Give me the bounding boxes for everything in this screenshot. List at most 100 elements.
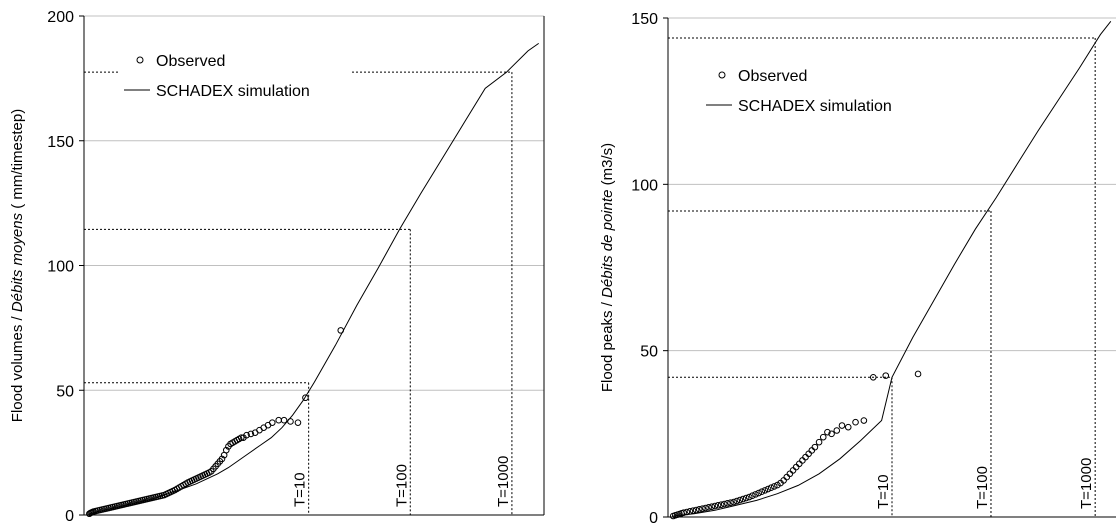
observed-point [805,450,812,458]
observed-point [243,431,250,439]
legend: Observed SCHADEX simulation [118,46,350,106]
observed-point [749,492,756,500]
y-tick-label: 0 [65,508,74,525]
y-axis-label-text: Flood volumes / [9,312,26,422]
return-period-label: T=10 [875,474,892,509]
observed-point [882,372,890,379]
y-tick-label: 0 [649,510,658,526]
observed-point [302,394,309,402]
y-tick-label: 50 [640,344,658,361]
y-tick-label: 50 [56,383,74,400]
observed-point [683,508,691,516]
observed-point [860,417,868,424]
observed-point [727,499,734,506]
observed-point [730,498,737,506]
observed-point [764,485,772,493]
observed-point [287,418,294,425]
return-period-label: T=100 [393,464,410,507]
observed-point [736,496,744,504]
legend-simulation-label: SCHADEX simulation [156,83,310,100]
observed-point [799,457,806,464]
return-period-label: T=1000 [1078,458,1095,509]
observed-point [337,327,345,334]
observed-point [755,489,762,497]
observed-point [783,473,791,481]
observed-point [720,500,728,508]
observed-point [802,453,809,461]
observed-point [819,433,827,441]
return-period-label: T=100 [974,466,991,509]
observed-point [792,463,800,471]
y-tick-label: 150 [47,134,74,151]
observed-point [237,434,245,441]
return-period-label: T=1000 [495,456,512,507]
y-axis-label-text: Flood peaks / [599,298,616,392]
observed-point [705,504,712,511]
observed-point [770,483,778,490]
observed-point [808,447,816,454]
observed-point [824,428,831,436]
observed-point [695,506,703,513]
observed-point [838,422,846,429]
observed-point [222,446,230,454]
legend-observed-marker [136,56,144,64]
observed-point [852,418,859,426]
y-axis-label-unit: ( mm/timestep) [9,109,26,213]
observed-point [724,500,731,507]
observed-point [294,419,302,426]
observed-point [702,504,709,512]
simulation-line [89,42,539,515]
observed-point [268,419,276,426]
observed-point [280,416,288,424]
observed-point [699,505,706,512]
observed-point [275,416,282,424]
legend-simulation-label: SCHADEX simulation [738,98,892,115]
observed-point [714,502,722,509]
y-tick-label: 150 [631,11,658,28]
observed-point [686,508,694,515]
observed-point [680,509,687,516]
observed-point [761,487,769,494]
observed-point [869,373,877,381]
observed-point [811,443,819,451]
y-axis-label: Flood peaks / Débits de pointe (m3/s) [599,143,616,392]
y-axis-label-unit: (m3/s) [599,143,616,190]
observed-point [833,427,841,434]
flood-volumes-chart: 0 50 100 150 200 T=10 T=100 T=1000 Observed SC… [9,9,545,525]
observed-point [717,501,725,508]
simulation-line [673,20,1112,517]
legend-observed-marker [718,71,726,79]
observed-point [758,488,766,496]
y-axis-label-italic: Débits moyens [9,212,26,312]
y-tick-label: 200 [47,9,74,26]
observed-point [689,507,697,514]
y-tick-label: 100 [47,259,74,276]
observed-point [914,370,922,378]
legend-observed-label: Observed [738,68,807,85]
observed-point [742,494,750,502]
observed-point [247,430,255,438]
flood-peaks-chart: 0 50 100 150 T=10 T=100 T=1000 Observed SCHAD… [599,11,1116,526]
observed-point [711,502,719,510]
return-period-label: T=10 [292,472,309,507]
observed-point [786,470,794,478]
legend-observed-label: Observed [156,53,225,70]
observed-point [733,497,741,505]
y-axis-label-italic: Débits de pointe [599,190,616,298]
observed-point [692,506,700,514]
observed-point [708,503,716,510]
observed-point [828,430,835,438]
observed-point [745,493,753,501]
observed-point [789,467,797,474]
observed-point [767,484,775,492]
observed-point [218,455,226,463]
observed-point [844,423,852,431]
observed-point [795,460,803,468]
legend: Observed SCHADEX simulation [700,61,920,121]
observed-point [815,438,823,446]
y-axis-label: Flood volumes / Débits moyens ( mm/times… [9,109,26,422]
y-tick-label: 100 [631,177,658,194]
observed-point [752,491,759,498]
observed-point [739,495,747,503]
